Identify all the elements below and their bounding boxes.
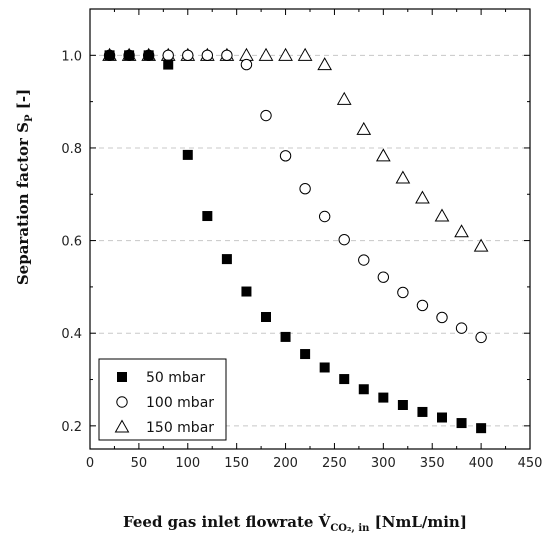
data-point-filled-square <box>437 412 447 423</box>
data-point-open-triangle <box>317 57 333 71</box>
data-point-open-circle <box>397 286 409 299</box>
x-tick-label: 100 <box>175 456 200 471</box>
y-axis-title: Separation factor SP [-] <box>14 89 35 285</box>
legend-marker-open-triangle <box>114 419 130 433</box>
data-point-open-triangle <box>239 47 254 61</box>
data-point-open-triangle <box>473 238 489 252</box>
data-point-filled-square <box>456 418 467 429</box>
data-point-open-circle <box>279 150 292 162</box>
data-point-filled-square <box>163 59 174 70</box>
data-point-filled-square <box>339 374 350 385</box>
series-filled-square <box>104 50 487 434</box>
x-tick-label: 300 <box>371 456 396 471</box>
data-point-open-circle <box>416 299 429 312</box>
series-open-circle <box>103 49 487 344</box>
y-tick-label: 0.2 <box>61 420 82 435</box>
tick-labels: 0.2 0.4 0.6 0.8 1.0 0 50 100 150 200 250 300 350 400 4… <box>61 49 542 471</box>
x-axis-title-unit: [NmL/min] <box>375 513 467 531</box>
data-point-open-circle <box>260 109 272 122</box>
data-point-filled-square <box>104 50 115 61</box>
data-point-open-circle <box>182 49 194 62</box>
legend: 50 mbar 100 mbar 150 mbar <box>98 358 227 441</box>
data-point-open-triangle <box>297 47 313 61</box>
plot-frame <box>89 8 531 450</box>
data-point-filled-square <box>300 349 311 360</box>
y-tick-label: 1.0 <box>61 49 82 64</box>
data-point-filled-square <box>202 211 213 222</box>
data-point-open-triangle <box>454 224 469 238</box>
data-point-open-circle <box>455 322 468 334</box>
x-axis-title-sub: CO₂, in <box>330 523 370 534</box>
x-tick-label: 350 <box>420 456 445 471</box>
data-point-open-circle <box>475 331 487 344</box>
x-tick-label: 50 <box>131 456 148 471</box>
legend-marker-open-circle <box>116 396 128 408</box>
x-axis-title: Feed gas inlet flowrate V̇CO₂, in [NmL/m… <box>123 513 467 534</box>
data-point-open-circle <box>162 49 174 62</box>
data-point-filled-square <box>280 331 291 342</box>
legend-label: 150 mbar <box>146 420 214 436</box>
x-tick-label: 200 <box>273 456 298 471</box>
data-point-open-triangle <box>336 91 352 105</box>
y-tick-label: 0.8 <box>61 142 82 157</box>
data-point-open-circle <box>338 233 350 246</box>
x-tick-label: 250 <box>322 456 347 471</box>
legend-label: 100 mbar <box>146 395 214 411</box>
data-point-open-triangle <box>395 170 411 184</box>
y-tick-label: 0.6 <box>61 235 82 250</box>
data-point-open-circle <box>318 210 331 223</box>
data-point-filled-square <box>319 362 330 373</box>
data-point-open-circle <box>221 49 233 62</box>
data-point-open-triangle <box>258 47 274 61</box>
data-point-open-circle <box>358 254 370 266</box>
y-axis-title-unit: [-] <box>14 89 32 109</box>
data-point-open-circle <box>201 49 214 62</box>
data-point-open-triangle <box>375 148 391 162</box>
data-point-filled-square <box>397 400 408 410</box>
data-point-open-triangle <box>278 47 293 61</box>
data-point-open-triangle <box>415 190 430 204</box>
data-point-filled-square <box>358 384 369 395</box>
x-tick-label: 400 <box>469 456 494 471</box>
data-point-filled-square <box>417 406 428 417</box>
data-point-filled-square <box>124 50 135 61</box>
y-axis-title-main: Separation factor S <box>14 122 32 285</box>
data-point-open-triangle <box>356 121 372 135</box>
data-point-open-circle <box>436 311 448 324</box>
data-point-filled-square <box>261 312 271 322</box>
x-tick-label: 0 <box>86 456 94 471</box>
series-open-triangle <box>102 47 489 252</box>
data-point-filled-square <box>378 392 389 403</box>
x-axis-title-main: Feed gas inlet flowrate V̇ <box>123 513 331 531</box>
data-series <box>102 47 489 434</box>
y-axis-title-sub: P <box>24 114 35 122</box>
data-point-filled-square <box>241 286 252 297</box>
x-tick-label: 450 <box>518 456 543 471</box>
data-point-open-circle <box>377 271 390 283</box>
data-point-filled-square <box>476 423 487 434</box>
data-point-open-circle <box>240 58 253 71</box>
data-point-filled-square <box>182 149 193 160</box>
data-point-filled-square <box>143 50 154 61</box>
legend-marker-filled-square <box>117 372 127 382</box>
x-tick-label: 150 <box>224 456 249 471</box>
data-point-open-circle <box>299 183 311 195</box>
y-tick-label: 0.4 <box>61 327 82 342</box>
legend-label: 50 mbar <box>146 370 205 386</box>
legend-items: 50 mbar 100 mbar 150 mbar <box>114 370 214 436</box>
data-point-open-triangle <box>434 208 450 222</box>
data-point-filled-square <box>221 254 232 265</box>
